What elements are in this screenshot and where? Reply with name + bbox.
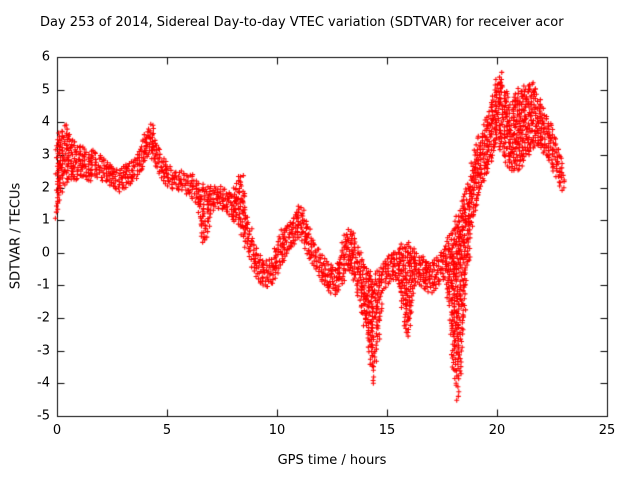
y-tick-label: 4 — [41, 114, 50, 130]
y-tick-label: -1 — [37, 277, 50, 293]
x-tick-label: 25 — [598, 423, 616, 438]
y-tick-label: -5 — [37, 408, 50, 424]
x-tick-label: 15 — [378, 423, 396, 438]
x-tick-label: 0 — [52, 423, 62, 438]
x-axis-label: GPS time / hours — [277, 453, 387, 468]
y-tick-label: 0 — [41, 245, 50, 261]
x-tick-label: 10 — [268, 423, 286, 438]
y-tick-label: 5 — [41, 82, 50, 98]
y-tick-label: 2 — [41, 180, 50, 196]
chart-title: Day 253 of 2014, Sidereal Day-to-day VTE… — [40, 15, 564, 30]
x-tick-label: 20 — [488, 423, 506, 438]
x-tick-label: 5 — [162, 423, 172, 438]
y-tick-label: -4 — [37, 375, 50, 391]
y-tick-label: 6 — [41, 49, 50, 65]
y-tick-label: -3 — [37, 343, 50, 359]
y-tick-label: -2 — [37, 310, 50, 326]
y-axis-label: SDTVAR / TECUs — [8, 182, 24, 290]
y-tick-label: 1 — [41, 212, 50, 228]
y-tick-label: 3 — [41, 147, 50, 163]
